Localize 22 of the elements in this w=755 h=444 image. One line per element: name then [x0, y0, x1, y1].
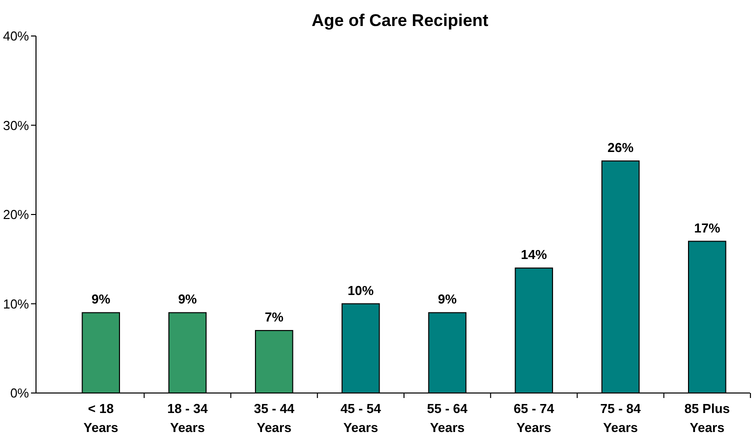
y-tick-label: 40%	[2, 28, 30, 44]
x-tick-label: 18 - 34 Years	[167, 401, 208, 435]
data-label: 7%	[264, 310, 284, 325]
x-tick-label: 75 - 84 Years	[600, 401, 642, 435]
data-label: 10%	[348, 282, 374, 298]
y-tick-label: 20%	[2, 207, 30, 222]
data-label: 9%	[178, 292, 198, 307]
data-label: 17%	[694, 220, 721, 236]
y-tick-label: 0%	[10, 386, 30, 401]
x-tick-label: 35 - 44 Years	[254, 401, 296, 435]
data-label: 9%	[91, 292, 111, 307]
x-tick-label: 85 Plus Years	[684, 401, 730, 435]
x-tick-label: 65 - 74 Years	[514, 401, 555, 435]
x-tick-label: 45 - 54 Years	[340, 401, 382, 435]
y-tick-label: 30%	[2, 118, 30, 133]
x-tick-label: 55 - 64 Years	[427, 401, 468, 435]
data-label: 9%	[438, 292, 458, 307]
x-tick-label: < 18 Years	[84, 401, 118, 435]
y-tick-label: 10%	[2, 296, 30, 312]
data-label: 26%	[608, 140, 634, 155]
chart-title: Age of Care Recipient	[312, 11, 489, 30]
data-label: 14%	[520, 247, 548, 262]
